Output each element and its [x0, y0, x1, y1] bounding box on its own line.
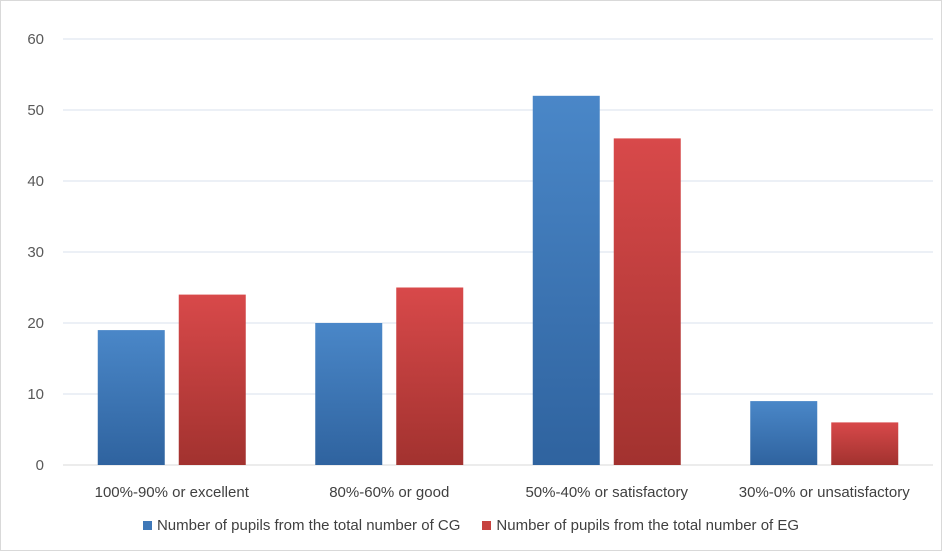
y-tick-label: 10 [27, 386, 44, 403]
legend-swatch-cg [142, 521, 152, 530]
legend-item-eg: Number of pupils from the total number o… [482, 517, 799, 534]
x-category-label: 50%-40% or satisfactory [525, 484, 688, 501]
bar-eg-0 [178, 294, 246, 465]
legend-label-cg: Number of pupils from the total number o… [156, 517, 461, 534]
bar-cg-1 [315, 323, 383, 465]
y-tick-label: 50 [27, 102, 44, 119]
bars [97, 95, 899, 466]
bar-eg-3 [831, 422, 899, 465]
y-tick-label: 0 [36, 457, 44, 474]
bar-cg-2 [532, 95, 600, 466]
x-axis-labels: 100%-90% or excellent 80%-60% or good 50%-… [95, 484, 911, 501]
legend-label-eg: Number of pupils from the total number o… [496, 517, 800, 534]
y-tick-label: 40 [27, 173, 44, 190]
y-axis-ticks: 0 10 20 30 40 50 60 [27, 31, 44, 474]
bar-eg-1 [396, 287, 464, 465]
legend-swatch-eg [482, 521, 492, 530]
legend: Number of pupils from the total number o… [1, 517, 941, 534]
y-tick-label: 20 [27, 315, 44, 332]
x-category-label: 30%-0% or unsatisfactory [739, 484, 910, 501]
x-category-label: 100%-90% or excellent [95, 484, 250, 501]
bar-cg-3 [750, 401, 818, 465]
bar-eg-2 [613, 138, 681, 465]
y-tick-label: 30 [27, 244, 44, 261]
y-tick-label: 60 [27, 31, 44, 48]
x-category-label: 80%-60% or good [329, 484, 449, 501]
legend-item-cg: Number of pupils from the total number o… [142, 517, 461, 534]
bar-cg-0 [97, 330, 165, 465]
